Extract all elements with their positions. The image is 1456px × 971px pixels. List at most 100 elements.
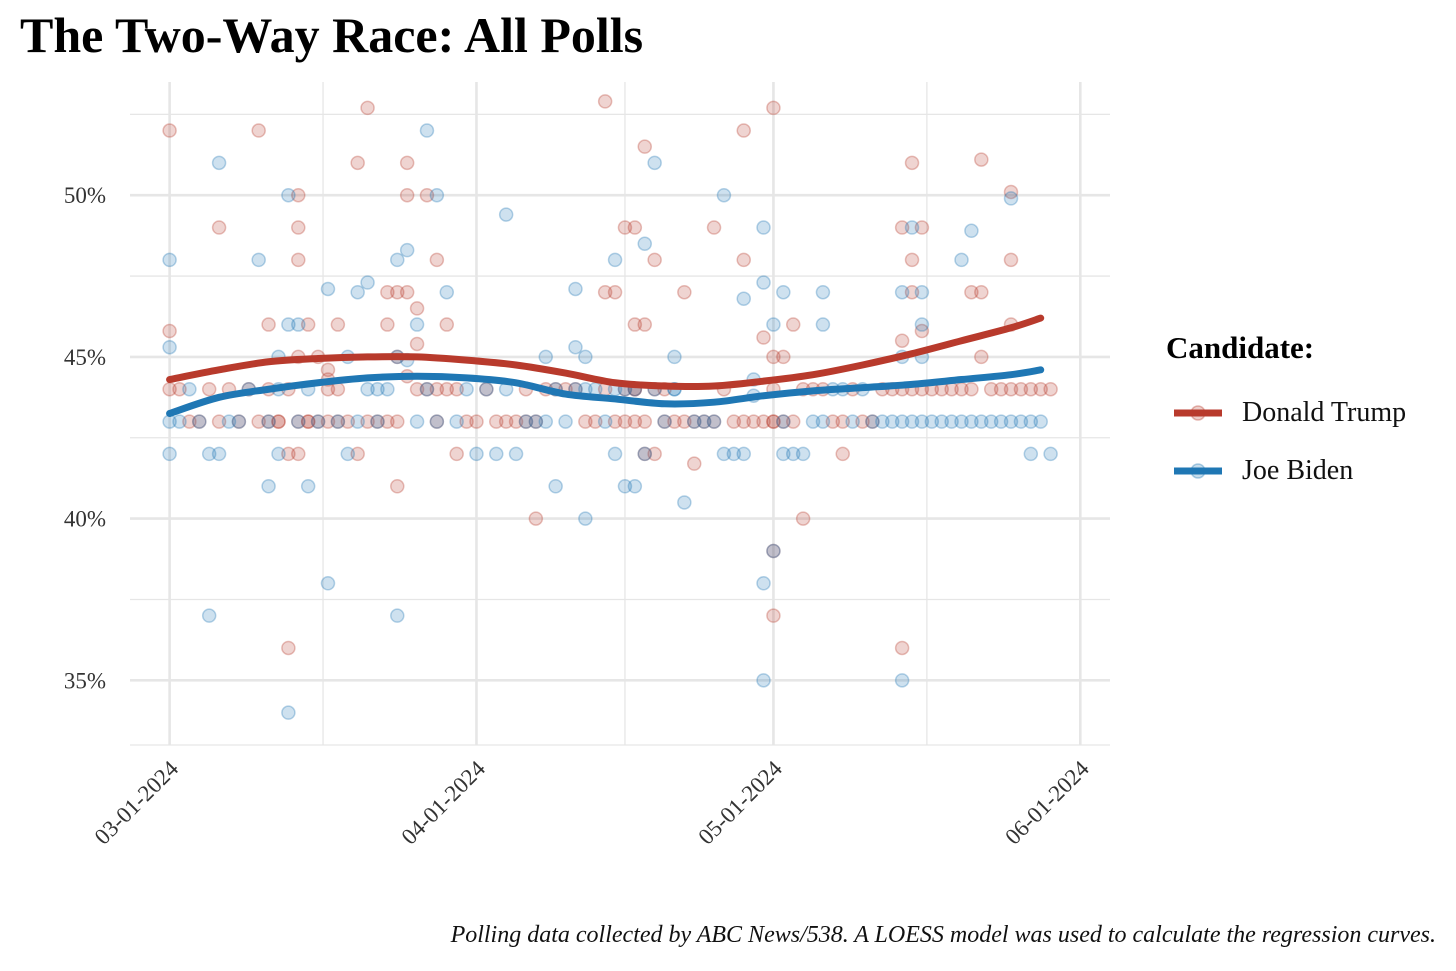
biden-poll-point <box>192 414 207 429</box>
chart-caption: Polling data collected by ABC News/538. … <box>450 922 1436 948</box>
biden-poll-point <box>479 381 494 397</box>
trump-poll-point <box>667 414 682 429</box>
trump-poll-point <box>894 333 910 348</box>
trump-poll-point <box>835 414 850 429</box>
grid-lines <box>130 82 1110 746</box>
biden-poll-point <box>924 414 940 429</box>
trump-poll-point <box>231 414 247 429</box>
trump-poll-point <box>637 317 652 332</box>
biden-poll-point <box>1003 191 1019 206</box>
trump-poll-point <box>291 220 306 235</box>
biden-trend-line <box>166 366 1045 417</box>
trump-poll-point <box>211 220 227 235</box>
biden-poll-point <box>578 511 593 526</box>
trump-poll-point <box>211 414 227 429</box>
trump-poll-point <box>904 155 920 171</box>
biden-poll-point <box>954 252 969 268</box>
y-tick-label: 50% <box>64 183 106 208</box>
trump-poll-point <box>1003 381 1019 397</box>
trump-poll-point <box>964 284 979 300</box>
trump-poll-point <box>637 446 652 462</box>
biden-poll-point <box>667 349 682 365</box>
trump-poll-point <box>736 123 751 138</box>
biden-poll-point <box>271 446 286 462</box>
trump-poll-point <box>766 543 781 559</box>
trump-poll-point <box>766 100 781 116</box>
biden-poll-point <box>904 220 920 235</box>
biden-poll-point <box>419 123 435 138</box>
trump-poll-point <box>469 414 484 429</box>
trump-poll-point <box>825 414 841 429</box>
trump-poll-point <box>1003 184 1019 200</box>
biden-poll-point <box>875 414 890 429</box>
trump-poll-point <box>429 381 445 397</box>
trump-poll-point <box>192 414 207 429</box>
biden-poll-point <box>291 414 306 429</box>
trump-poll-point <box>894 220 910 235</box>
trump-poll-point <box>914 220 930 235</box>
biden-poll-point <box>370 414 385 429</box>
biden-poll-point <box>647 155 662 171</box>
trump-poll-point <box>172 381 187 397</box>
biden-poll-point <box>449 414 464 429</box>
trump-poll-point <box>439 381 455 397</box>
trump-poll-point <box>974 349 989 365</box>
trump-poll-point <box>677 284 692 300</box>
trump-poll-point <box>251 414 266 429</box>
biden-poll-point <box>261 479 276 494</box>
trump-poll-point <box>647 446 662 462</box>
trump-poll-point <box>399 187 415 203</box>
trump-poll-point <box>756 330 771 345</box>
biden-poll-point <box>429 414 445 429</box>
biden-poll-point <box>182 381 197 397</box>
biden-poll-point <box>716 187 732 203</box>
trump-poll-point <box>261 317 276 332</box>
biden-poll-point <box>706 414 722 429</box>
biden-poll-point <box>578 349 593 365</box>
biden-poll-point <box>201 446 217 462</box>
biden-poll-point <box>320 576 336 591</box>
biden-poll-point <box>776 446 791 462</box>
trump-poll-point <box>865 414 880 429</box>
y-tick-label: 45% <box>64 345 106 370</box>
trump-poll-point <box>409 301 425 316</box>
biden-poll-point <box>251 252 266 268</box>
x-axis: 03-01-2024 04-01-2024 05-01-2024 06-01-2024 <box>90 756 1095 850</box>
biden-poll-point <box>677 495 692 510</box>
trump-poll-point <box>380 284 395 300</box>
trump-poll-point <box>310 414 326 429</box>
trump-poll-point <box>726 414 742 429</box>
trump-poll-point <box>894 640 910 656</box>
trump-poll-point <box>271 414 286 429</box>
chart-title: The Two-Way Race: All Polls <box>20 7 644 63</box>
biden-poll-point <box>726 446 742 462</box>
trump-poll-point <box>677 414 692 429</box>
biden-poll-point <box>548 479 563 494</box>
trump-poll-point <box>320 362 336 378</box>
trump-poll-point <box>746 414 761 429</box>
trump-poll-point <box>281 446 296 462</box>
biden-poll-point <box>162 339 177 355</box>
legend-key-biden <box>1174 463 1222 479</box>
trump-poll-point <box>766 414 781 429</box>
trump-poll-point <box>736 414 751 429</box>
trump-poll-point <box>855 414 870 429</box>
biden-poll-point <box>281 187 296 203</box>
trump-poll-point <box>291 446 306 462</box>
biden-poll-point <box>291 317 306 332</box>
biden-poll-point <box>964 223 979 239</box>
trump-poll-point <box>409 336 425 352</box>
trump-poll-point <box>766 608 781 623</box>
trump-poll-point <box>706 414 722 429</box>
trump-poll-point <box>390 414 405 429</box>
trump-poll-point <box>1003 252 1019 268</box>
biden-poll-point <box>637 236 652 251</box>
trump-poll-point <box>429 414 445 429</box>
biden-poll-point <box>944 414 959 429</box>
biden-poll-point <box>993 414 1009 429</box>
biden-poll-point <box>637 446 652 462</box>
trump-poll-point <box>360 414 375 429</box>
biden-poll-point <box>310 414 326 429</box>
trump-poll-point <box>380 317 395 332</box>
trump-poll-point <box>330 381 346 397</box>
